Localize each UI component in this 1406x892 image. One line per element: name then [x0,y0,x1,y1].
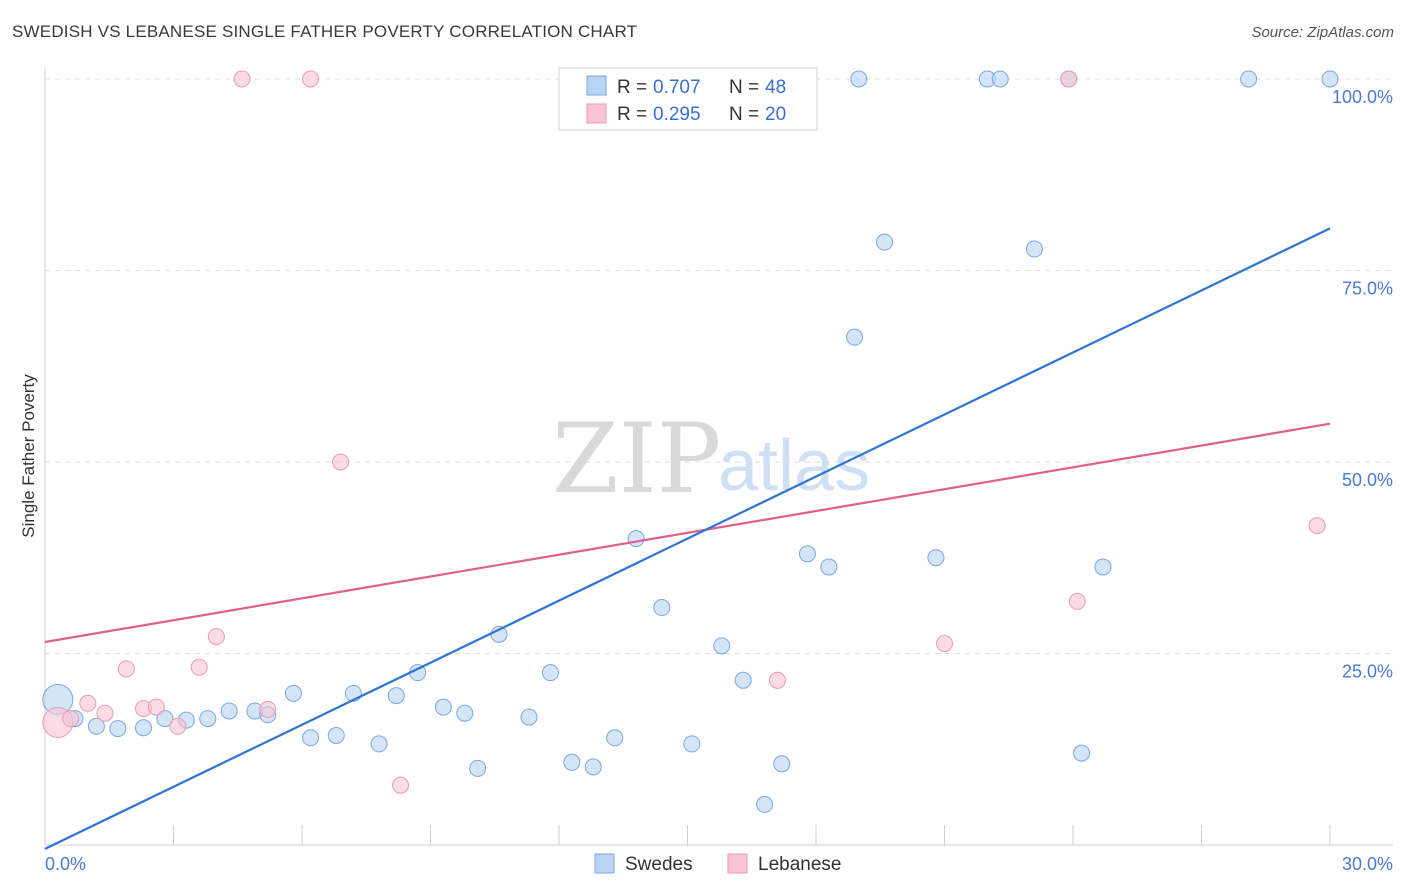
swedes-legend-swatch [586,75,607,96]
lebanese-r-value: 0.295 [653,104,701,125]
swedes-footer-label: Swedes [625,854,693,875]
lebanese-point-14 [392,776,410,794]
lebanese-points [42,70,1326,794]
x-ticks [173,825,1331,845]
x-tick-label-max: 30.0% [1342,854,1393,874]
swedes-r-label: R = [617,77,647,98]
swedes-point-29 [683,735,701,753]
swedes-point-33 [773,755,791,773]
lebanese-n-value: 20 [765,104,786,125]
lebanese-point-16 [936,635,953,653]
lebanese-point-9 [207,628,225,646]
swedes-point-38 [876,233,894,251]
y-tick-label-25: 25.0% [1342,662,1393,682]
swedes-point-18 [434,698,452,716]
swedes-trend-line [44,227,1331,850]
lebanese-r-label: R = [617,104,647,125]
y-tick-label-50: 50.0% [1342,470,1393,490]
swedes-point-26 [606,729,624,747]
swedes-footer-swatch [594,853,615,874]
swedes-n-label: N = [729,77,759,98]
lebanese-point-10 [233,70,251,88]
swedes-point-24 [563,753,581,771]
watermark-atlas: atlas [718,426,870,506]
lebanese-point-18 [1068,592,1086,610]
lebanese-point-7 [169,717,187,735]
lebanese-point-13 [332,453,350,471]
swedes-r-value: 0.707 [653,77,701,98]
source-label: Source: ZipAtlas.com [1251,24,1394,41]
swedes-point-16 [387,687,405,705]
swedes-point-36 [846,328,864,346]
lebanese-point-8 [190,658,208,676]
swedes-point-20 [469,759,487,777]
series-legend: Swedes Lebanese [594,853,841,875]
swedes-point-2 [87,717,105,735]
lebanese-legend-swatch [586,103,607,124]
swedes-n-value: 48 [765,77,786,98]
swedes-point-47 [1321,70,1339,88]
swedes-point-46 [1240,70,1258,88]
trend-lines [44,227,1331,850]
swedes-point-25 [584,758,602,776]
lebanese-n-label: N = [729,104,759,125]
lebanese-point-12 [302,70,320,88]
lebanese-point-11 [259,700,277,718]
lebanese-point-15 [768,671,786,689]
swedes-point-37 [850,70,868,88]
swedes-point-42 [1025,240,1043,258]
swedes-point-28 [653,599,671,617]
lebanese-point-2 [79,694,97,712]
lebanese-point-6 [147,698,165,716]
swedes-point-8 [220,702,238,720]
swedes-point-13 [327,726,345,744]
swedes-point-44 [1073,744,1091,762]
y-tick-label-100: 100.0% [1332,87,1393,107]
swedes-point-7 [199,710,217,728]
swedes-point-4 [135,719,153,737]
lebanese-point-19 [1308,517,1326,535]
swedes-point-31 [734,671,752,689]
lebanese-footer-label: Lebanese [758,854,841,875]
swedes-point-22 [520,708,538,726]
swedes-point-35 [820,558,838,576]
swedes-point-34 [798,545,816,563]
swedes-point-23 [541,664,559,682]
swedes-point-39 [927,549,945,567]
grid-lines [45,78,1393,654]
swedes-point-30 [713,637,731,655]
stats-legend: R = 0.707 N = 48 R = 0.295 N = 20 [558,67,818,131]
lebanese-point-1 [62,710,80,728]
y-tick-labels: 25.0% 50.0% 75.0% 100.0% [1332,87,1393,682]
y-tick-label-75: 75.0% [1342,279,1393,299]
lebanese-footer-swatch [727,853,748,874]
y-axis-title: Single Father Poverty [19,374,38,538]
swedes-point-5 [156,710,174,728]
swedes-point-45 [1094,558,1112,576]
swedes-point-19 [456,704,474,722]
swedes-point-12 [302,729,320,747]
watermark: ZIP atlas [552,403,870,515]
swedes-point-41 [991,70,1009,88]
swedes-point-3 [109,720,127,738]
lebanese-point-17 [1060,70,1078,88]
x-tick-label-min: 0.0% [45,854,86,874]
watermark-zip: ZIP [552,403,721,515]
chart-title: SWEDISH VS LEBANESE SINGLE FATHER POVERT… [12,22,638,41]
swedes-point-32 [756,795,774,813]
swedes-point-15 [370,735,388,753]
lebanese-point-3 [96,704,114,722]
lebanese-trend-line [44,422,1331,644]
swedes-point-11 [284,684,302,702]
lebanese-point-4 [117,660,135,678]
swedes-point-27 [627,530,645,548]
